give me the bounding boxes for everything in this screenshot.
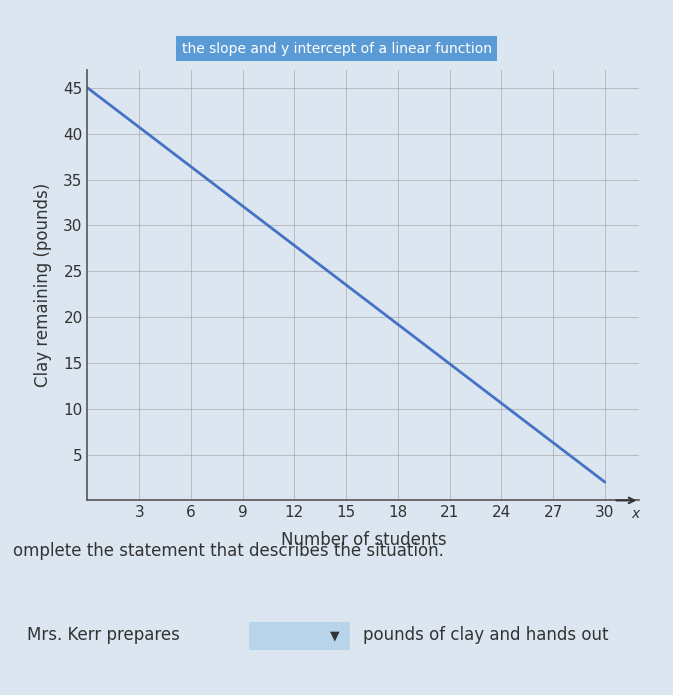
X-axis label: Number of students: Number of students (281, 532, 446, 549)
Text: ▼: ▼ (330, 630, 340, 642)
Text: x: x (632, 507, 640, 521)
Text: Mrs. Kerr prepares: Mrs. Kerr prepares (27, 626, 180, 644)
Text: pounds of clay and hands out: pounds of clay and hands out (363, 626, 609, 644)
Y-axis label: Clay remaining (pounds): Clay remaining (pounds) (34, 183, 52, 387)
Text: omplete the statement that describes the situation.: omplete the statement that describes the… (13, 542, 444, 560)
Text: the slope and y intercept of a linear function: the slope and y intercept of a linear fu… (182, 42, 491, 56)
